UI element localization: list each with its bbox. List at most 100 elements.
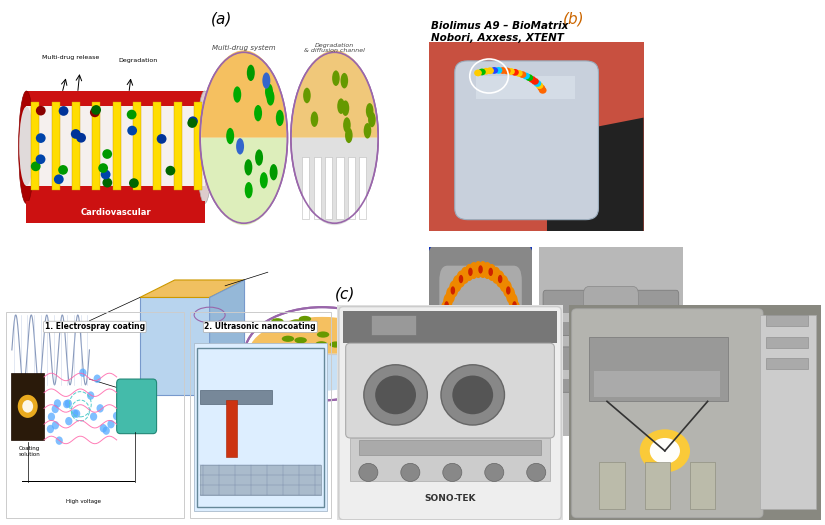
- Circle shape: [446, 379, 455, 396]
- Circle shape: [352, 339, 365, 345]
- FancyBboxPatch shape: [583, 287, 639, 396]
- Circle shape: [79, 369, 87, 377]
- Circle shape: [498, 400, 502, 407]
- Circle shape: [376, 335, 389, 342]
- Circle shape: [166, 166, 176, 175]
- Circle shape: [18, 395, 38, 418]
- Circle shape: [54, 399, 61, 407]
- Polygon shape: [52, 102, 59, 190]
- Circle shape: [639, 429, 690, 472]
- Bar: [594, 371, 720, 397]
- Polygon shape: [133, 102, 141, 190]
- Circle shape: [514, 349, 523, 366]
- Circle shape: [59, 106, 68, 116]
- Bar: [325, 157, 332, 219]
- Circle shape: [512, 301, 516, 310]
- Circle shape: [339, 347, 351, 353]
- Circle shape: [488, 406, 493, 415]
- Circle shape: [102, 426, 110, 435]
- Ellipse shape: [244, 307, 399, 401]
- Circle shape: [271, 318, 284, 324]
- Bar: [12, 373, 44, 440]
- Circle shape: [365, 103, 374, 119]
- Circle shape: [509, 293, 518, 310]
- Bar: [194, 343, 327, 511]
- Circle shape: [515, 341, 524, 358]
- Circle shape: [519, 71, 526, 78]
- Circle shape: [107, 420, 115, 428]
- Bar: [225, 400, 238, 457]
- Circle shape: [509, 372, 518, 389]
- Circle shape: [492, 267, 501, 284]
- FancyBboxPatch shape: [572, 309, 763, 518]
- Circle shape: [478, 69, 486, 76]
- Circle shape: [495, 67, 502, 74]
- Bar: [196, 348, 323, 507]
- Circle shape: [52, 421, 59, 429]
- Polygon shape: [72, 102, 80, 190]
- Circle shape: [441, 355, 445, 364]
- Circle shape: [345, 128, 352, 143]
- Circle shape: [340, 336, 352, 342]
- Bar: [766, 337, 808, 348]
- FancyBboxPatch shape: [543, 290, 679, 335]
- Circle shape: [113, 412, 120, 420]
- Circle shape: [449, 280, 459, 298]
- Circle shape: [464, 264, 474, 281]
- Circle shape: [437, 324, 446, 341]
- Circle shape: [439, 308, 448, 325]
- Circle shape: [526, 464, 546, 481]
- Circle shape: [443, 464, 462, 481]
- Circle shape: [100, 424, 107, 433]
- Circle shape: [359, 464, 378, 481]
- Circle shape: [441, 365, 450, 382]
- Polygon shape: [26, 91, 205, 204]
- Circle shape: [436, 333, 446, 350]
- Circle shape: [58, 165, 68, 175]
- Circle shape: [515, 70, 523, 77]
- Circle shape: [346, 380, 358, 386]
- Circle shape: [469, 262, 478, 279]
- Bar: [553, 313, 668, 322]
- Circle shape: [54, 174, 64, 184]
- Polygon shape: [476, 76, 575, 99]
- Circle shape: [483, 404, 492, 421]
- Circle shape: [373, 330, 385, 337]
- Circle shape: [342, 327, 354, 333]
- Circle shape: [73, 410, 80, 418]
- Circle shape: [490, 67, 498, 74]
- Circle shape: [438, 316, 447, 333]
- Polygon shape: [139, 280, 244, 298]
- Circle shape: [502, 280, 512, 298]
- Circle shape: [282, 335, 295, 342]
- Circle shape: [450, 388, 455, 396]
- Circle shape: [102, 178, 112, 187]
- Bar: [200, 465, 321, 495]
- Text: (b): (b): [563, 12, 584, 27]
- Bar: [553, 370, 668, 379]
- Polygon shape: [173, 102, 182, 190]
- Circle shape: [514, 316, 523, 333]
- Circle shape: [502, 385, 512, 402]
- Circle shape: [441, 300, 450, 318]
- Circle shape: [31, 162, 40, 171]
- Circle shape: [445, 301, 449, 310]
- Circle shape: [90, 108, 100, 117]
- Circle shape: [517, 337, 522, 345]
- Circle shape: [515, 324, 524, 341]
- Bar: [350, 438, 549, 481]
- Circle shape: [445, 373, 449, 381]
- Circle shape: [441, 319, 445, 327]
- FancyBboxPatch shape: [427, 243, 535, 439]
- Circle shape: [456, 270, 465, 288]
- Polygon shape: [194, 102, 202, 190]
- Circle shape: [446, 287, 455, 303]
- Circle shape: [364, 365, 427, 425]
- Circle shape: [260, 172, 268, 188]
- Circle shape: [188, 117, 198, 126]
- Bar: [600, 461, 625, 509]
- Circle shape: [511, 300, 521, 318]
- Circle shape: [531, 78, 539, 85]
- Circle shape: [311, 111, 318, 127]
- Bar: [645, 461, 670, 509]
